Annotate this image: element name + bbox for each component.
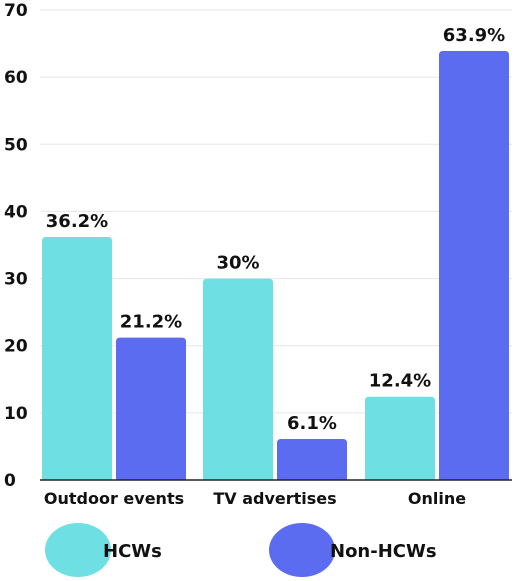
bar-hcws-outdoor-events — [42, 236, 112, 480]
data-label: 21.2% — [120, 312, 182, 333]
data-label: 36.2% — [46, 211, 108, 232]
y-axis-ticks: 0 10 20 30 40 50 60 70 — [4, 1, 28, 491]
data-label: 63.9% — [443, 25, 505, 46]
x-axis-categories: Outdoor events TV advertises Online — [44, 489, 466, 508]
y-tick-label: 50 — [4, 135, 28, 155]
legend: HCWs Non-HCWs — [45, 523, 437, 577]
data-label: 6.1% — [287, 413, 337, 434]
y-tick-label: 60 — [4, 68, 28, 88]
data-labels: 36.2% 21.2% 30% 6.1% 12.4% 63.9% — [46, 25, 505, 434]
bar-non-hcws-outdoor-events — [116, 337, 186, 480]
legend-swatch — [269, 523, 335, 577]
bar-non-hcws-online — [439, 50, 509, 480]
legend-label: Non-HCWs — [330, 541, 437, 562]
x-category-label: Outdoor events — [44, 489, 184, 508]
bar-hcws-online — [365, 396, 435, 480]
y-tick-label: 40 — [4, 202, 28, 222]
x-category-label: Online — [408, 489, 466, 508]
y-tick-label: 70 — [4, 1, 28, 21]
x-category-label: TV advertises — [213, 489, 336, 508]
bars — [42, 50, 509, 480]
legend-label: HCWs — [103, 541, 162, 562]
y-tick-label: 10 — [4, 404, 28, 424]
data-label: 30% — [216, 253, 259, 274]
y-tick-label: 20 — [4, 337, 28, 357]
y-tick-label: 0 — [4, 471, 16, 491]
bar-hcws-tv-advertises — [203, 278, 273, 480]
bar-non-hcws-tv-advertises — [277, 439, 347, 480]
y-tick-label: 30 — [4, 270, 28, 290]
data-label: 12.4% — [369, 371, 431, 392]
legend-swatch — [45, 523, 111, 577]
